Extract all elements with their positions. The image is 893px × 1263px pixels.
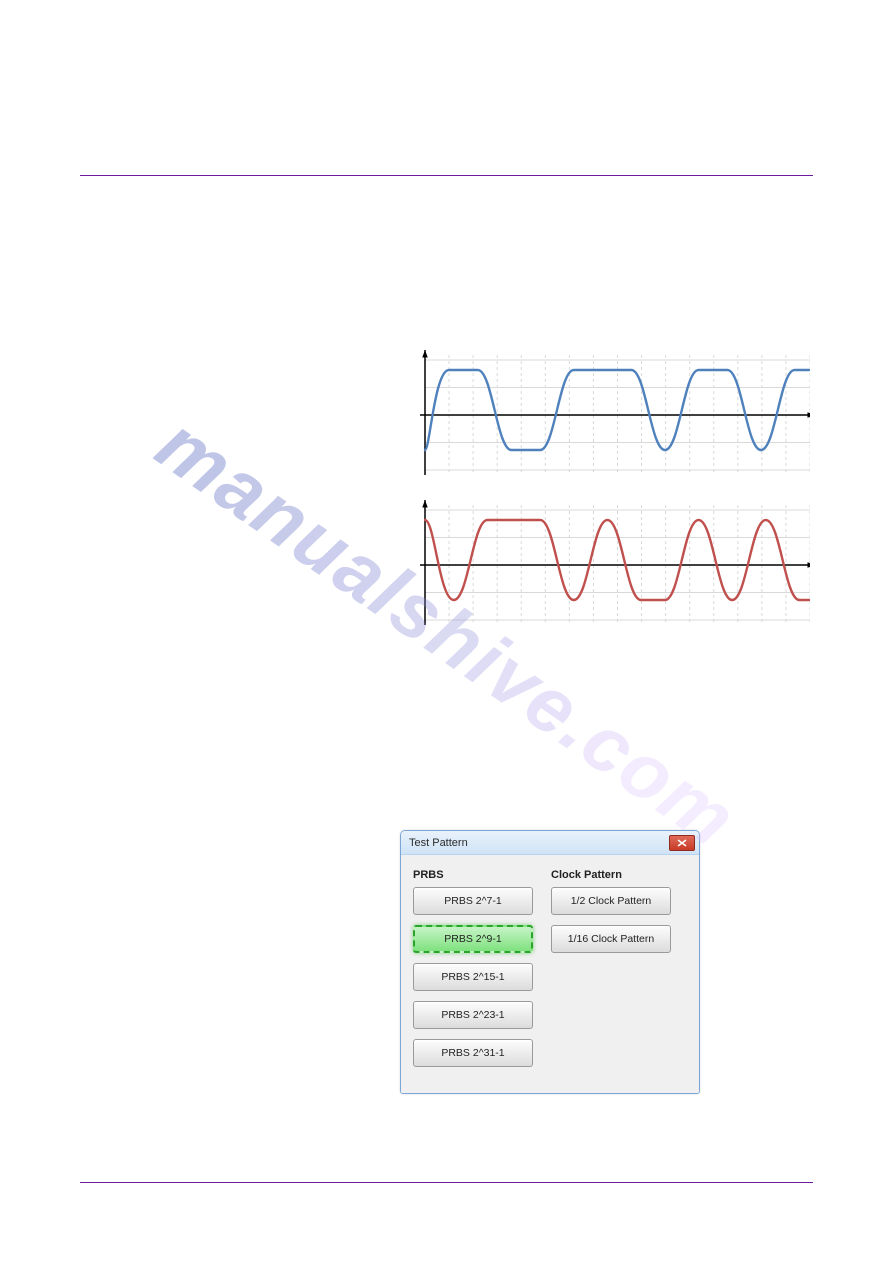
top-horizontal-rule bbox=[80, 175, 813, 176]
close-icon[interactable] bbox=[669, 835, 695, 851]
prbs-button-2[interactable]: PRBS 2^15-1 bbox=[413, 963, 533, 991]
clock-button-0[interactable]: 1/2 Clock Pattern bbox=[551, 887, 671, 915]
test-pattern-dialog-wrap: Test Pattern PRBS PRBS 2^7-1PRBS 2^9-1PR… bbox=[400, 830, 700, 1094]
prbs-column: PRBS PRBS 2^7-1 PRBS 2^9-1 PRBS 2^15-1 PRBS… bbox=[413, 869, 533, 1077]
clock-label: Clock Pattern bbox=[551, 869, 671, 881]
bottom-horizontal-rule bbox=[80, 1182, 813, 1183]
prbs-button-0[interactable]: PRBS 2^7-1 bbox=[413, 887, 533, 915]
clock-button-1[interactable]: 1/16 Clock Pattern bbox=[551, 925, 671, 953]
dialog-titlebar: Test Pattern bbox=[401, 831, 699, 855]
clock-column: Clock Pattern 1/2 Clock Pattern 1/16 Cloc… bbox=[551, 869, 671, 1077]
waveform-charts bbox=[410, 350, 810, 655]
test-pattern-dialog: Test Pattern PRBS PRBS 2^7-1PRBS 2^9-1PR… bbox=[400, 830, 700, 1094]
prbs-label: PRBS bbox=[413, 869, 533, 881]
waveform-svg bbox=[410, 350, 810, 650]
page-content: Test Pattern PRBS PRBS 2^7-1PRBS 2^9-1PR… bbox=[80, 200, 813, 1163]
prbs-button-4[interactable]: PRBS 2^31-1 bbox=[413, 1039, 533, 1067]
dialog-title: Test Pattern bbox=[409, 837, 468, 849]
dialog-body: PRBS PRBS 2^7-1 PRBS 2^9-1 PRBS 2^15-1 PRBS… bbox=[401, 855, 699, 1093]
prbs-button-1[interactable]: PRBS 2^9-1 bbox=[413, 925, 533, 953]
prbs-button-3[interactable]: PRBS 2^23-1 bbox=[413, 1001, 533, 1029]
